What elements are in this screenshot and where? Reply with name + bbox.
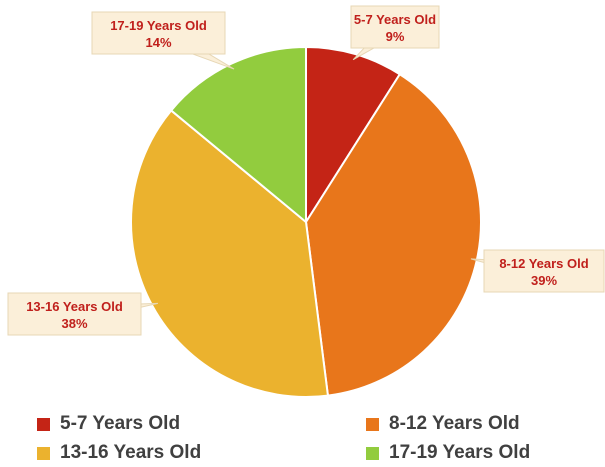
callout-label-5-7: 5-7 Years Old [354,12,436,27]
callout-label-17-19: 17-19 Years Old [110,18,207,33]
callout-label-8-12: 8-12 Years Old [499,256,588,271]
callout-box-17-19 [91,11,226,55]
legend-label-8-12: 8-12 Years Old [389,413,520,434]
callout-box-13-16 [7,292,142,336]
pie-slice-17-19 [169,45,307,225]
legend-label-17-19: 17-19 Years Old [389,442,531,463]
pie-slice-5-7 [305,45,402,226]
legend-swatch-17-19 [366,446,379,460]
pie-slices [130,45,482,398]
legend-swatch-8-12 [366,417,379,431]
callout-value-13-16: 38% [61,316,87,331]
legend-item-8-12: 8-12 Years Old [366,410,520,438]
legend-item-17-19: 17-19 Years Old [366,439,530,467]
legend-swatch-13-16 [37,446,50,460]
legend-swatch-5-7 [37,417,50,431]
legend-label-13-16: 13-16 Years Old [60,442,202,463]
callout-box-8-12 [483,249,605,293]
callout-label-13-16: 13-16 Years Old [26,299,123,314]
callouts: 5-7 Years Old 9% 8-12 Years Old 39% 13-16 Ye… [7,5,605,336]
legend-label-5-7: 5-7 Years Old [60,413,181,434]
callout-box-5-7 [350,5,440,49]
callout-value-5-7: 9% [386,29,405,44]
callout-value-8-12: 39% [531,273,557,288]
pie-slice-13-16 [130,109,330,398]
legend-item-5-7: 5-7 Years Old [37,410,180,438]
legend-item-13-16: 13-16 Years Old [37,439,201,467]
callout-value-17-19: 14% [145,35,171,50]
legend: 5-7 Years Old 8-12 Years Old 13-16 Years… [0,403,605,466]
